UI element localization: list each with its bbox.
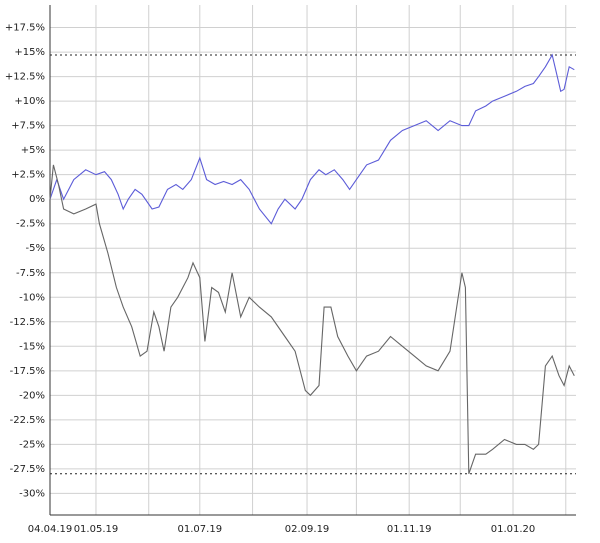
y-tick-label: -27.5% — [10, 464, 45, 475]
y-tick-label: -15% — [19, 341, 45, 352]
series-line — [49, 164, 575, 474]
y-tick-label: +2.5% — [11, 170, 45, 181]
y-tick-label: -22.5% — [10, 415, 45, 426]
y-tick-label: +10% — [14, 96, 45, 107]
x-tick-label: 01.01.20 — [491, 524, 536, 535]
y-tick-label: +17.5% — [5, 23, 45, 34]
x-tick-label: 01.11.19 — [387, 524, 432, 535]
y-tick-label: -2.5% — [16, 219, 45, 230]
y-tick-label: -5% — [26, 243, 45, 254]
y-tick-label: +15% — [14, 47, 45, 58]
y-tick-label: -20% — [19, 390, 45, 401]
y-tick-label: +12.5% — [5, 72, 45, 83]
series-line — [49, 53, 575, 225]
x-tick-label: 02.09.19 — [285, 524, 330, 535]
y-tick-label: -25% — [19, 439, 45, 450]
y-tick-label: +5% — [21, 145, 45, 156]
x-tick-label: 01.07.19 — [178, 524, 223, 535]
y-tick-label: -7.5% — [16, 268, 45, 279]
y-tick-label: -12.5% — [10, 317, 45, 328]
y-tick-label: 0% — [29, 194, 45, 205]
x-tick-label: 01.05.19 — [74, 524, 119, 535]
y-tick-label: +7.5% — [11, 121, 45, 132]
y-tick-label: -30% — [19, 488, 45, 499]
x-tick-label: 04.04.19 — [28, 524, 73, 535]
y-tick-label: -17.5% — [10, 366, 45, 377]
y-tick-label: -10% — [19, 292, 45, 303]
